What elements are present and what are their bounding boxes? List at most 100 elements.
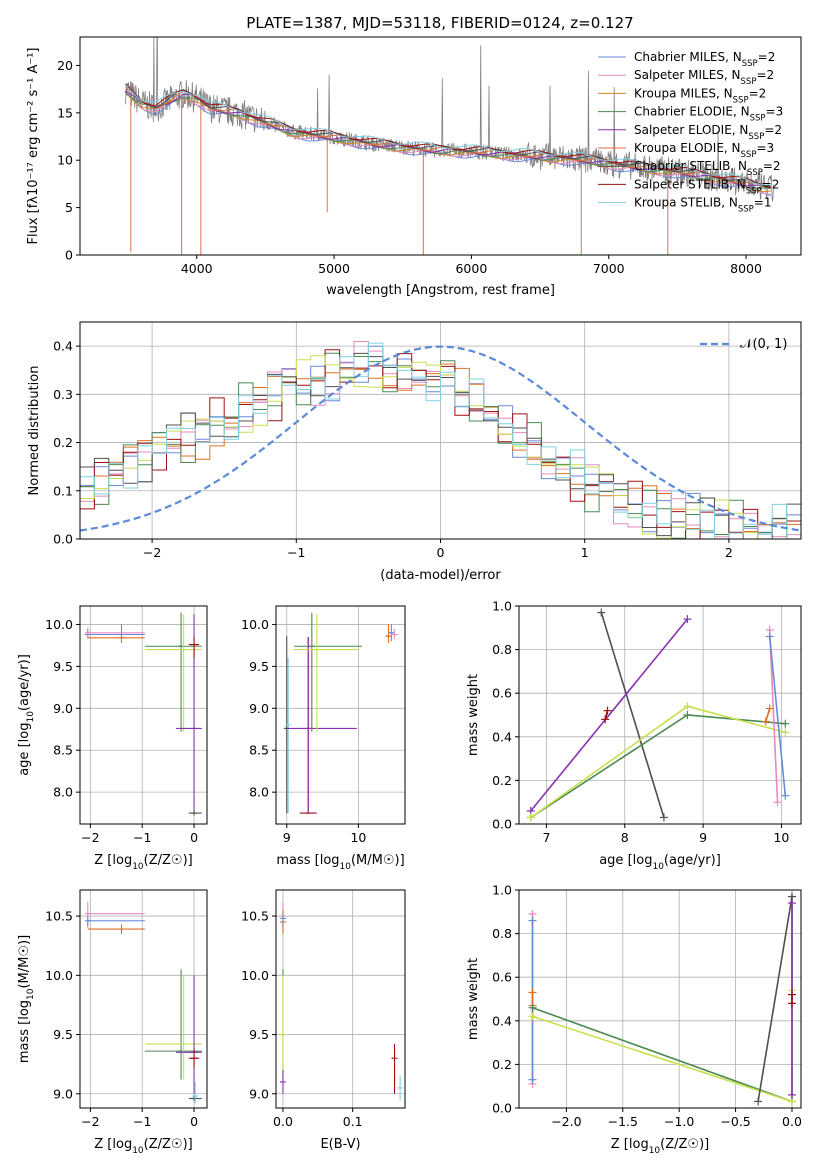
legend-entry: Kroupa ELODIE, NSSP=3 bbox=[634, 141, 774, 160]
weight-series-line bbox=[530, 618, 689, 812]
weight-point bbox=[526, 813, 535, 822]
x-axis-label: Z [log10(Z/Z☉)] bbox=[94, 853, 192, 872]
panel-weight_vs_age: 7 8 9 10 0.0 0.2 0.4 0.6 0.8 1.0 age [log10(age/yr… bbox=[466, 599, 802, 872]
x-axis-label: wavelength [Angstrom, rest frame] bbox=[326, 283, 555, 298]
y-tick-label: 0.8 bbox=[492, 926, 512, 941]
x-tick-label: 6000 bbox=[455, 261, 487, 276]
residual-histogram bbox=[80, 342, 801, 539]
x-tick-label: −2 bbox=[81, 830, 99, 845]
weight-point bbox=[659, 813, 668, 822]
y-tick-label: 0.4 bbox=[492, 1013, 512, 1028]
axes-frame bbox=[79, 605, 208, 825]
x-tick-label: 5000 bbox=[318, 261, 350, 276]
plot-area-weight_vs_age bbox=[526, 608, 790, 822]
plot-area-mass_vs_z bbox=[84, 901, 202, 1104]
weight-point bbox=[765, 632, 774, 641]
errorbar-point bbox=[388, 624, 395, 642]
weight-point bbox=[528, 1075, 537, 1084]
plot-area-residuals bbox=[80, 341, 801, 539]
panel-spectrum: 4000 5000 6000 7000 8000 0 5 10 15 20 wavelength [… bbox=[26, 36, 802, 298]
panel-residuals: −2 −1 0 1 2 0.0 0.1 0.2 0.3 0.4 𝒩(0, 1) (data-model… bbox=[27, 321, 802, 583]
errorbar-point bbox=[279, 1070, 286, 1094]
errorbar-point bbox=[293, 614, 359, 732]
x-tick-label: 0 bbox=[190, 1114, 198, 1129]
axes-frame bbox=[518, 889, 802, 1109]
x-tick-label: −1.0 bbox=[664, 1114, 694, 1129]
model-series-line bbox=[124, 84, 771, 186]
weight-point bbox=[528, 988, 537, 997]
plot-area-mass_vs_ebv bbox=[279, 901, 404, 1100]
weight-point bbox=[601, 715, 610, 724]
y-tick-label: 20 bbox=[57, 58, 73, 73]
errorbar-point bbox=[397, 1076, 404, 1100]
weight-point bbox=[528, 916, 537, 925]
legend-entry: Salpeter ELODIE, NSSP=2 bbox=[634, 123, 782, 142]
weight-point bbox=[787, 990, 796, 999]
y-tick-label: 9.0 bbox=[53, 1086, 73, 1101]
y-tick-label: 9.0 bbox=[53, 701, 73, 716]
x-tick-label: 7000 bbox=[593, 261, 625, 276]
y-tick-label: 0.3 bbox=[53, 387, 73, 402]
y-tick-label: 9.5 bbox=[53, 1027, 73, 1042]
x-axis-label: mass [log10(M/M☉)] bbox=[276, 853, 404, 872]
x-tick-label: −1.5 bbox=[608, 1114, 638, 1129]
y-tick-label: 1.0 bbox=[492, 599, 512, 614]
y-tick-label: 0.2 bbox=[492, 1057, 512, 1072]
weight-point bbox=[773, 798, 782, 807]
x-tick-label: 0.0 bbox=[782, 1114, 802, 1129]
errorbar-point bbox=[84, 628, 145, 639]
errorbar-point bbox=[188, 1048, 200, 1068]
weight-point bbox=[597, 608, 606, 617]
y-tick-label: 15 bbox=[57, 105, 73, 120]
y-tick-label: 10 bbox=[57, 153, 73, 168]
y-tick-label: 10.0 bbox=[241, 968, 269, 983]
y-tick-label: 0.4 bbox=[492, 729, 512, 744]
legend-entry: Chabrier MILES, NSSP=2 bbox=[634, 50, 775, 69]
y-tick-label: 0.6 bbox=[492, 686, 512, 701]
legend-entry: Salpeter STELIB, NSSP=2 bbox=[634, 177, 779, 196]
weight-point bbox=[683, 711, 692, 719]
weight-point bbox=[787, 999, 796, 1008]
weight-point bbox=[787, 1090, 796, 1099]
y-tick-label: 10.0 bbox=[45, 617, 73, 632]
errorbar-point bbox=[144, 975, 202, 1080]
weight-point bbox=[781, 719, 790, 728]
weight-series-line bbox=[765, 708, 771, 722]
residual-histogram bbox=[80, 363, 801, 539]
errorbar-point bbox=[285, 657, 292, 814]
weight-point bbox=[683, 615, 692, 624]
x-axis-label: Z [log10(Z/Z☉)] bbox=[611, 1137, 709, 1156]
panel-age_vs_mass: 9 10 8.0 8.5 9.0 9.5 10.0 mass [log10(M/M☉)] bbox=[241, 605, 406, 872]
errorbar-point bbox=[391, 1044, 398, 1094]
x-tick-label: 2 bbox=[725, 545, 733, 560]
y-tick-label: 0.6 bbox=[492, 970, 512, 985]
y-tick-label: 0.0 bbox=[492, 1101, 512, 1116]
weight-point bbox=[787, 899, 796, 908]
plot-area-spectrum bbox=[124, 37, 774, 255]
y-tick-label: 0.8 bbox=[492, 642, 512, 657]
axes-frame bbox=[275, 889, 406, 1109]
x-tick-label: 0 bbox=[190, 830, 198, 845]
x-tick-label: 8000 bbox=[730, 261, 762, 276]
axes-frame bbox=[518, 605, 802, 825]
weight-series-line bbox=[757, 896, 793, 1102]
errorbar-point bbox=[192, 1081, 199, 1104]
legend-entry: Chabrier STELIB, NSSP=2 bbox=[634, 159, 781, 178]
y-axis-label: mass weight bbox=[466, 674, 481, 756]
errorbar-point bbox=[84, 627, 145, 638]
legend-entry: Chabrier ELODIE, NSSP=3 bbox=[634, 105, 783, 124]
axes-frame bbox=[79, 889, 208, 1109]
x-tick-label: 0 bbox=[437, 545, 445, 560]
weight-series-line bbox=[768, 629, 779, 803]
y-tick-label: 10.5 bbox=[45, 909, 73, 924]
x-axis-label: (data-model)/error bbox=[380, 568, 501, 583]
errorbar-point bbox=[188, 810, 202, 816]
observed-spectrum bbox=[124, 37, 774, 202]
weight-series-line bbox=[530, 714, 786, 819]
y-tick-label: 8.0 bbox=[249, 785, 269, 800]
model-series-line bbox=[124, 92, 771, 190]
x-tick-label: −2 bbox=[81, 1114, 99, 1129]
x-tick-label: 7 bbox=[542, 830, 550, 845]
errorbar-point bbox=[188, 637, 200, 658]
x-axis-label: age [log10(age/yr)] bbox=[599, 853, 721, 872]
